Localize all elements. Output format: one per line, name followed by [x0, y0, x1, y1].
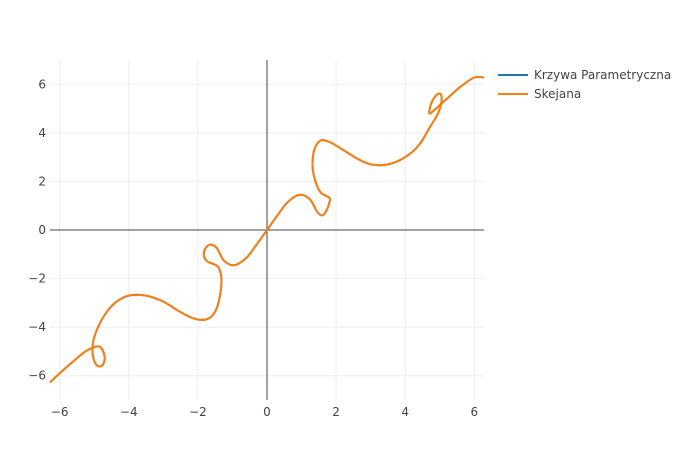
legend-item-1[interactable]: Skejana — [498, 87, 581, 101]
x-tick-label: 4 — [401, 405, 409, 419]
plot-area — [49, 75, 485, 384]
legend[interactable]: Krzywa Parametryczna Skejana — [498, 68, 671, 101]
x-axis-ticks: −6 −4 −2 0 2 4 6 — [51, 405, 478, 419]
y-tick-label: 4 — [38, 126, 46, 140]
legend-item-0[interactable]: Krzywa Parametryczna — [498, 68, 671, 82]
legend-label: Skejana — [534, 87, 581, 101]
x-tick-label: −4 — [120, 405, 138, 419]
y-tick-label: −6 — [28, 369, 46, 383]
x-tick-label: 6 — [471, 405, 479, 419]
x-tick-label: −6 — [51, 405, 69, 419]
y-axis-ticks: −6 −4 −2 0 2 4 6 — [28, 77, 46, 382]
series-line-1 — [49, 75, 485, 384]
y-tick-label: −4 — [28, 320, 46, 334]
y-tick-label: −2 — [28, 272, 46, 286]
x-tick-label: 0 — [263, 405, 271, 419]
x-tick-label: 2 — [332, 405, 340, 419]
x-tick-label: −2 — [189, 405, 207, 419]
y-tick-label: 6 — [38, 77, 46, 91]
legend-label: Krzywa Parametryczna — [534, 68, 671, 82]
y-tick-label: 0 — [38, 223, 46, 237]
y-tick-label: 2 — [38, 174, 46, 188]
